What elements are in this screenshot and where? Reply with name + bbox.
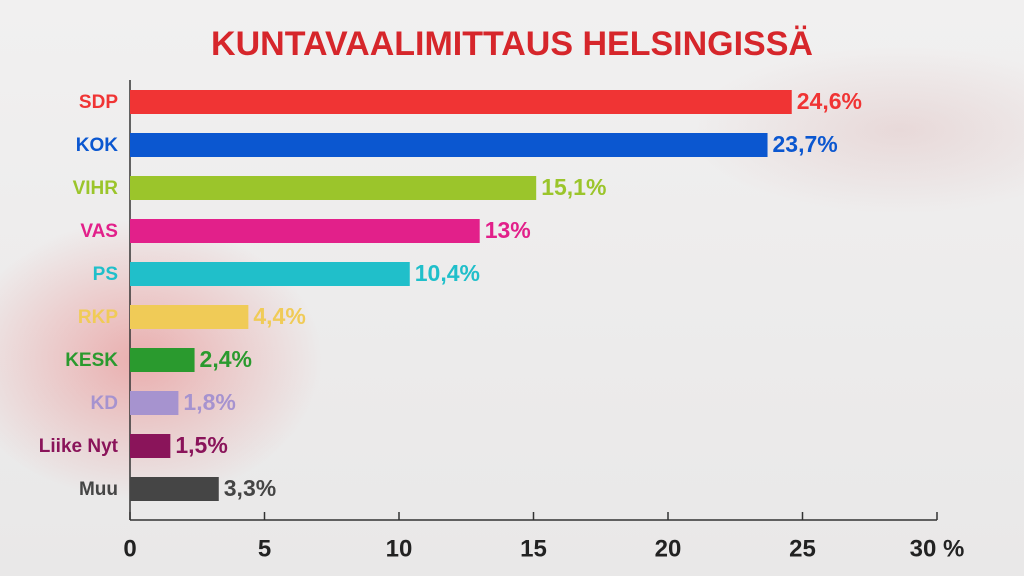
- bar: [130, 477, 219, 501]
- bar: [130, 133, 768, 157]
- x-tick-label: 30 %: [910, 535, 965, 562]
- category-label: Liike Nyt: [39, 436, 119, 457]
- bar: [130, 348, 195, 372]
- category-label: KESK: [65, 350, 118, 371]
- bar: [130, 176, 537, 200]
- value-label: 3,3%: [224, 475, 276, 501]
- x-tick-label: 25: [789, 535, 816, 562]
- category-label: PS: [93, 264, 118, 285]
- x-tick-label: 0: [123, 535, 136, 562]
- x-tick-label: 20: [655, 535, 682, 562]
- value-label: 10,4%: [415, 260, 480, 286]
- value-label: 23,7%: [773, 131, 838, 157]
- bar: [130, 262, 410, 286]
- x-tick-label: 10: [386, 535, 413, 562]
- bar: [130, 90, 792, 114]
- value-label: 13%: [485, 217, 531, 243]
- value-label: 24,6%: [797, 88, 862, 114]
- value-label: 1,5%: [175, 432, 227, 458]
- category-label: Muu: [79, 479, 118, 500]
- value-label: 1,8%: [183, 389, 235, 415]
- value-label: 2,4%: [200, 346, 252, 372]
- category-label: VIHR: [73, 178, 119, 199]
- value-label: 4,4%: [253, 303, 305, 329]
- x-tick-label: 5: [258, 535, 271, 562]
- category-label: KOK: [76, 135, 119, 156]
- category-label: KD: [91, 393, 118, 414]
- chart-title: KUNTAVAALIMITTAUS HELSINGISSÄ: [211, 25, 813, 63]
- bar: [130, 305, 249, 329]
- category-label: SDP: [79, 92, 118, 113]
- category-label: VAS: [80, 221, 118, 242]
- bar: [130, 391, 179, 415]
- category-label: RKP: [78, 307, 118, 328]
- x-tick-label: 15: [520, 535, 547, 562]
- value-label: 15,1%: [541, 174, 606, 200]
- bar: [130, 434, 171, 458]
- bar: [130, 219, 480, 243]
